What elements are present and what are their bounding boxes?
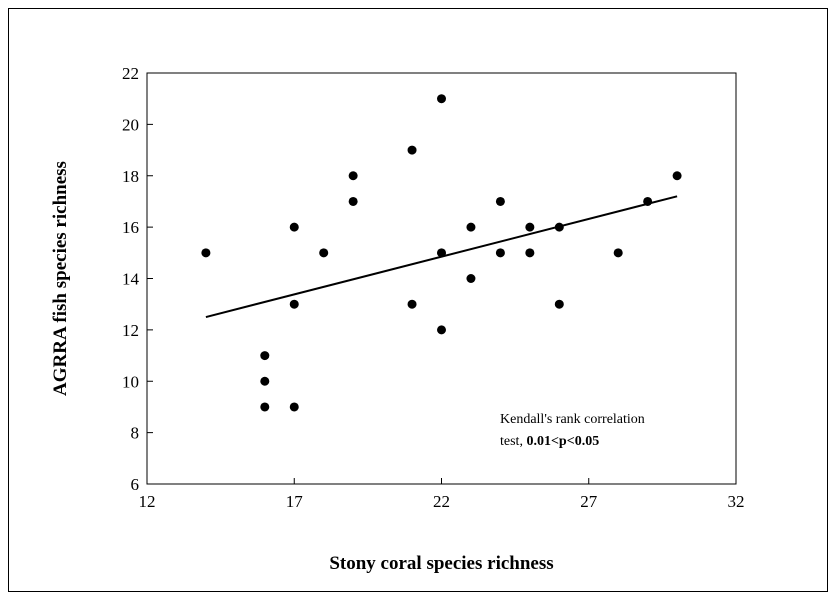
y-tick-label: 16: [122, 218, 139, 237]
data-point: [613, 248, 623, 258]
annotation-p-value: 0.01<p<0.05: [526, 434, 599, 449]
y-axis-title: AGRRA fish species richness: [50, 161, 71, 396]
data-point: [495, 248, 505, 258]
y-tick-label: 14: [122, 270, 140, 289]
data-point: [260, 376, 270, 386]
data-point: [672, 171, 682, 181]
x-axis-title: Stony coral species richness: [329, 553, 553, 574]
data-point: [348, 171, 358, 181]
y-tick-label: 6: [131, 475, 140, 494]
data-point: [643, 196, 653, 206]
y-axis-ticks: 6 8 10 12 14 16 18 20 22: [122, 64, 153, 494]
data-point: [554, 299, 564, 309]
data-point: [319, 248, 329, 258]
data-point: [466, 222, 476, 232]
y-tick-label: 22: [122, 64, 139, 83]
x-tick-label: 12: [139, 492, 156, 511]
data-point: [201, 248, 211, 258]
data-point: [437, 94, 446, 104]
y-tick-label: 8: [131, 424, 140, 443]
plot-border: [146, 72, 737, 485]
data-points: [201, 94, 682, 412]
y-tick-label: 12: [122, 321, 139, 340]
data-point: [289, 299, 299, 309]
data-point: [437, 325, 446, 335]
plot-area: [146, 72, 737, 485]
chart-frame: [8, 8, 828, 592]
data-point: [289, 222, 299, 232]
annotation-line-2: test, 0.01<p<0.05: [500, 434, 599, 449]
data-point: [407, 145, 417, 155]
y-tick-label: 20: [122, 115, 139, 134]
data-point: [554, 222, 564, 232]
data-point: [348, 196, 358, 206]
data-point: [525, 248, 535, 258]
data-point: [525, 222, 535, 232]
x-tick-label: 27: [580, 492, 598, 511]
annotation-prefix: test,: [500, 434, 526, 449]
annotation-line-1: Kendall's rank correlation: [500, 412, 645, 427]
data-point: [289, 402, 299, 412]
data-point: [260, 402, 270, 412]
y-tick-label: 10: [122, 372, 139, 391]
data-point: [260, 351, 270, 361]
x-tick-label: 22: [433, 492, 450, 511]
x-tick-label: 32: [728, 492, 745, 511]
data-point: [495, 196, 505, 206]
y-tick-label: 18: [122, 167, 139, 186]
data-point: [407, 299, 417, 309]
data-point: [437, 248, 446, 258]
data-point: [466, 274, 476, 283]
x-tick-label: 17: [286, 492, 304, 511]
x-axis-ticks: 12 17 22 27 32: [139, 478, 745, 511]
